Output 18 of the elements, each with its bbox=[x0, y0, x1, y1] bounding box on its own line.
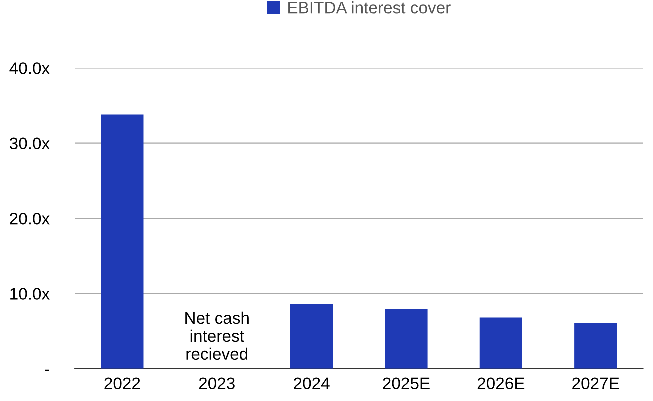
bar bbox=[101, 114, 144, 369]
legend-label: EBITDA interest cover bbox=[288, 2, 451, 14]
bar bbox=[385, 310, 428, 369]
y-tick-label: 30.0x bbox=[10, 138, 50, 150]
x-tick-label: 2027E bbox=[572, 378, 620, 390]
bar bbox=[574, 323, 618, 369]
y-tick-label: 10.0x bbox=[10, 288, 50, 300]
x-tick-label: 2026E bbox=[478, 378, 525, 390]
x-tick-label: 2022 bbox=[104, 378, 140, 390]
x-tick-label: 2024 bbox=[294, 378, 330, 390]
y-tick-label: - bbox=[45, 370, 50, 372]
bar bbox=[290, 304, 334, 369]
y-tick-label: 40.0x bbox=[10, 62, 50, 74]
y-tick-label: 20.0x bbox=[10, 212, 50, 225]
bar bbox=[480, 318, 522, 369]
x-tick-label: 2023 bbox=[199, 378, 235, 390]
annotation: Net cash interest recieved bbox=[186, 312, 249, 360]
x-tick-label: 2025E bbox=[383, 378, 430, 390]
